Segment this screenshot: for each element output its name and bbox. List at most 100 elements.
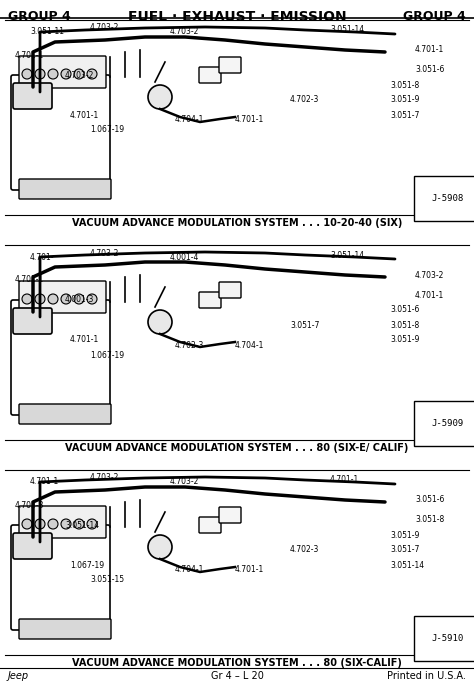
Text: 4.704-1: 4.704-1 bbox=[235, 341, 264, 350]
FancyBboxPatch shape bbox=[11, 75, 110, 190]
Text: 1.067-19: 1.067-19 bbox=[90, 350, 124, 360]
Text: J-5910: J-5910 bbox=[432, 634, 464, 643]
Circle shape bbox=[61, 294, 71, 304]
Text: 1.067-19: 1.067-19 bbox=[90, 125, 124, 134]
Text: 3.051-9: 3.051-9 bbox=[390, 96, 419, 105]
FancyBboxPatch shape bbox=[219, 507, 241, 523]
Circle shape bbox=[22, 519, 32, 529]
Text: J-5908: J-5908 bbox=[432, 194, 464, 203]
Circle shape bbox=[48, 69, 58, 79]
Text: 4.703-2: 4.703-2 bbox=[90, 248, 119, 257]
Text: 3.051-14: 3.051-14 bbox=[330, 250, 364, 259]
Text: 4.701-1: 4.701-1 bbox=[70, 111, 99, 120]
Text: 3.051-15: 3.051-15 bbox=[90, 575, 124, 585]
Text: J-5909: J-5909 bbox=[432, 419, 464, 428]
Text: 4.702-3: 4.702-3 bbox=[290, 546, 319, 555]
Text: 4.703-2: 4.703-2 bbox=[65, 70, 94, 80]
Circle shape bbox=[35, 519, 45, 529]
FancyBboxPatch shape bbox=[199, 517, 221, 533]
Text: 4.701-1: 4.701-1 bbox=[415, 45, 444, 54]
Text: 4.001-4: 4.001-4 bbox=[170, 252, 200, 261]
Circle shape bbox=[48, 294, 58, 304]
FancyBboxPatch shape bbox=[19, 404, 111, 424]
Circle shape bbox=[148, 85, 172, 109]
FancyBboxPatch shape bbox=[13, 308, 52, 334]
Bar bbox=[5, 472, 469, 653]
FancyBboxPatch shape bbox=[19, 56, 106, 88]
Text: 4.701-1: 4.701-1 bbox=[235, 116, 264, 125]
Text: 4.704-1: 4.704-1 bbox=[175, 566, 204, 574]
Circle shape bbox=[61, 69, 71, 79]
Circle shape bbox=[148, 535, 172, 559]
FancyBboxPatch shape bbox=[199, 67, 221, 83]
Text: 3.051-9: 3.051-9 bbox=[390, 530, 419, 539]
Text: 4.701-1: 4.701-1 bbox=[330, 475, 359, 484]
FancyBboxPatch shape bbox=[13, 83, 52, 109]
Text: 4.701-1: 4.701-1 bbox=[15, 50, 44, 59]
Text: VACUUM ADVANCE MODULATION SYSTEM . . . 10-20-40 (SIX): VACUUM ADVANCE MODULATION SYSTEM . . . 1… bbox=[72, 218, 402, 228]
Circle shape bbox=[61, 519, 71, 529]
Text: 3.051-14: 3.051-14 bbox=[390, 561, 424, 570]
Text: 3.051-7: 3.051-7 bbox=[390, 546, 419, 555]
Text: 4.701-1: 4.701-1 bbox=[70, 336, 99, 345]
Text: FUEL · EXHAUST · EMISSION: FUEL · EXHAUST · EMISSION bbox=[128, 10, 346, 24]
FancyBboxPatch shape bbox=[19, 619, 111, 639]
Text: 3.051-7: 3.051-7 bbox=[290, 321, 319, 330]
Circle shape bbox=[35, 294, 45, 304]
Text: 3.051-8: 3.051-8 bbox=[390, 321, 419, 330]
FancyBboxPatch shape bbox=[199, 292, 221, 308]
FancyBboxPatch shape bbox=[19, 506, 106, 538]
Circle shape bbox=[22, 294, 32, 304]
Text: 4.701-1: 4.701-1 bbox=[15, 275, 44, 285]
Text: 3.051-9: 3.051-9 bbox=[390, 336, 419, 345]
Text: 4.703-2: 4.703-2 bbox=[170, 28, 200, 36]
Text: 4.703-2: 4.703-2 bbox=[90, 473, 119, 482]
Text: 3.051-7: 3.051-7 bbox=[390, 111, 419, 120]
Text: 1.067-19: 1.067-19 bbox=[70, 561, 104, 570]
Circle shape bbox=[22, 69, 32, 79]
Text: 4.701-1: 4.701-1 bbox=[30, 477, 59, 486]
FancyBboxPatch shape bbox=[11, 300, 110, 415]
Text: 4.703-3: 4.703-3 bbox=[15, 500, 45, 510]
Circle shape bbox=[74, 519, 84, 529]
FancyBboxPatch shape bbox=[219, 282, 241, 298]
Text: 3.051-14: 3.051-14 bbox=[330, 25, 364, 34]
Text: 4.703-2: 4.703-2 bbox=[170, 477, 200, 486]
Text: GROUP 4: GROUP 4 bbox=[403, 10, 466, 23]
Text: 4.703-2: 4.703-2 bbox=[90, 23, 119, 32]
Text: 3.051-14: 3.051-14 bbox=[65, 521, 99, 530]
FancyBboxPatch shape bbox=[19, 281, 106, 313]
Circle shape bbox=[48, 519, 58, 529]
Text: Jeep: Jeep bbox=[8, 671, 29, 681]
Bar bbox=[5, 247, 469, 438]
Text: 4.001-3: 4.001-3 bbox=[65, 296, 94, 305]
Text: 3.051-6: 3.051-6 bbox=[415, 495, 444, 504]
Text: 3.051-8: 3.051-8 bbox=[415, 515, 444, 524]
Circle shape bbox=[87, 519, 97, 529]
Circle shape bbox=[74, 294, 84, 304]
Text: VACUUM ADVANCE MODULATION SYSTEM . . . 80 (SIX-CALIF): VACUUM ADVANCE MODULATION SYSTEM . . . 8… bbox=[72, 658, 402, 668]
Circle shape bbox=[35, 69, 45, 79]
Text: 4.702-3: 4.702-3 bbox=[290, 96, 319, 105]
Text: 4.701-: 4.701- bbox=[30, 252, 55, 261]
Text: 3.051-11: 3.051-11 bbox=[30, 28, 64, 36]
Text: 4.702-3: 4.702-3 bbox=[175, 341, 204, 350]
Text: 3.051-8: 3.051-8 bbox=[390, 80, 419, 89]
Circle shape bbox=[148, 310, 172, 334]
Bar bbox=[5, 22, 469, 213]
FancyBboxPatch shape bbox=[19, 179, 111, 199]
Text: 4.704-1: 4.704-1 bbox=[175, 116, 204, 125]
Text: 4.703-2: 4.703-2 bbox=[415, 270, 444, 279]
FancyBboxPatch shape bbox=[13, 533, 52, 559]
Text: VACUUM ADVANCE MODULATION SYSTEM . . . 80 (SIX-E/ CALIF): VACUUM ADVANCE MODULATION SYSTEM . . . 8… bbox=[65, 443, 409, 453]
FancyBboxPatch shape bbox=[219, 57, 241, 73]
Text: 3.051-6: 3.051-6 bbox=[390, 305, 419, 314]
Text: 4.701-1: 4.701-1 bbox=[415, 290, 444, 299]
Text: 3.051-6: 3.051-6 bbox=[415, 65, 444, 74]
Text: GROUP 4: GROUP 4 bbox=[8, 10, 71, 23]
Text: Printed in U.S.A.: Printed in U.S.A. bbox=[387, 671, 466, 681]
Circle shape bbox=[74, 69, 84, 79]
Text: 4.701-1: 4.701-1 bbox=[235, 566, 264, 574]
Circle shape bbox=[87, 69, 97, 79]
Text: Gr 4 – L 20: Gr 4 – L 20 bbox=[210, 671, 264, 681]
